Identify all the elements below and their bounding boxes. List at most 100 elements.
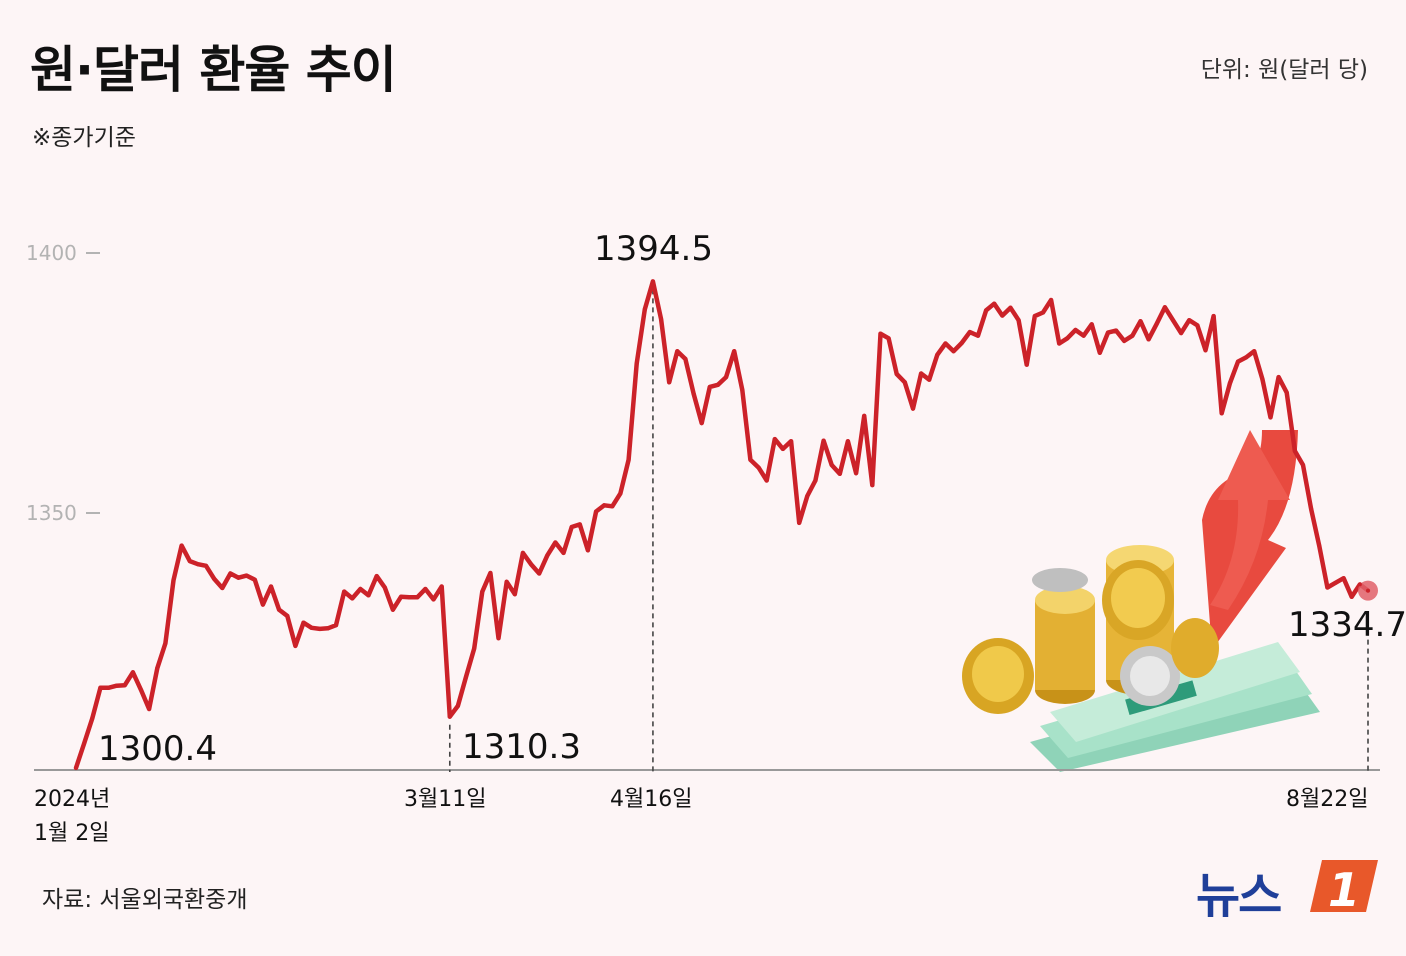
data-point	[1000, 313, 1005, 318]
data-point	[789, 439, 794, 444]
data-point	[236, 575, 241, 580]
data-point	[756, 465, 761, 470]
x-tick-label: 2024년	[34, 787, 110, 812]
data-point	[764, 478, 769, 483]
data-point	[415, 595, 420, 600]
data-point	[139, 687, 144, 692]
data-point	[390, 607, 395, 612]
data-point	[878, 331, 883, 336]
data-point	[301, 620, 306, 625]
data-point	[1032, 314, 1037, 319]
data-point	[439, 584, 444, 589]
data-point	[732, 349, 737, 354]
data-point	[1349, 594, 1354, 599]
data-point	[537, 571, 542, 576]
data-point	[642, 307, 647, 312]
data-point	[553, 540, 558, 545]
data-point	[1309, 506, 1314, 511]
data-point	[155, 666, 160, 671]
data-point	[975, 333, 980, 338]
data-point	[569, 525, 574, 530]
source-note: 자료: 서울외국환중개	[42, 887, 248, 913]
data-point	[683, 356, 688, 361]
data-point	[585, 548, 590, 553]
data-point	[334, 623, 339, 628]
data-point	[894, 371, 899, 376]
data-point	[480, 589, 485, 594]
x-tick-label: 8월22일	[1286, 787, 1368, 812]
data-point	[919, 371, 924, 376]
y-tick-label: 1400	[26, 241, 77, 265]
data-point	[837, 471, 842, 476]
data-point	[317, 626, 322, 631]
data-point	[1130, 333, 1135, 338]
data-point	[1170, 318, 1175, 323]
data-point	[1179, 331, 1184, 336]
data-point	[545, 553, 550, 558]
data-point	[358, 587, 363, 592]
data-point	[122, 683, 127, 688]
data-point	[992, 301, 997, 306]
data-point	[910, 406, 915, 411]
money-coins-arrow-icon	[962, 430, 1320, 772]
news1-logo: 뉴스 1	[1196, 852, 1388, 926]
data-point	[423, 587, 428, 592]
logo-mark-label: 1	[1328, 863, 1360, 916]
logo-mark-icon: 1	[1310, 860, 1378, 916]
data-point	[293, 643, 298, 648]
data-point	[1341, 576, 1346, 581]
data-point	[488, 571, 493, 576]
data-point	[1122, 338, 1127, 343]
data-point	[455, 703, 460, 708]
data-point	[667, 380, 672, 385]
data-point	[1235, 359, 1240, 364]
x-tick-label: 4월16일	[610, 787, 692, 812]
data-point	[277, 607, 282, 612]
data-point	[1114, 328, 1119, 333]
data-point	[724, 375, 729, 380]
data-point	[845, 439, 850, 444]
data-point	[374, 574, 379, 579]
x-tick-label: 1월 2일	[34, 821, 109, 846]
data-point	[650, 279, 655, 284]
data-point	[935, 352, 940, 357]
data-point	[1292, 449, 1297, 454]
data-point	[699, 421, 704, 426]
data-point	[350, 596, 355, 601]
data-point	[797, 520, 802, 525]
data-point	[691, 391, 696, 396]
data-point	[1227, 381, 1232, 386]
data-point	[407, 595, 412, 600]
series-line	[73, 279, 1371, 771]
data-point	[496, 636, 501, 641]
data-point	[1187, 318, 1192, 323]
data-point	[748, 457, 753, 462]
data-point	[805, 493, 810, 498]
page-title: 원·달러 환율 추이	[30, 41, 397, 99]
data-point	[829, 462, 834, 467]
data-point	[285, 613, 290, 618]
unit-label: 단위: 원(달러 당)	[1200, 57, 1368, 83]
data-point	[1040, 310, 1045, 315]
data-point	[870, 483, 875, 488]
data-point	[1333, 580, 1338, 585]
data-point	[1219, 411, 1224, 416]
data-point	[179, 543, 184, 548]
data-point	[813, 478, 818, 483]
data-point	[715, 382, 720, 387]
data-point	[512, 592, 517, 597]
data-point	[1317, 543, 1322, 548]
data-point	[1260, 377, 1265, 382]
data-point	[212, 576, 217, 581]
data-point	[1016, 318, 1021, 323]
data-point	[130, 670, 135, 675]
data-point	[610, 504, 615, 509]
data-point	[1276, 375, 1281, 380]
data-point	[886, 336, 891, 341]
data-point	[269, 584, 274, 589]
data-point	[634, 361, 639, 366]
data-point	[1284, 390, 1289, 395]
data-point	[464, 674, 469, 679]
data-point	[1097, 350, 1102, 355]
